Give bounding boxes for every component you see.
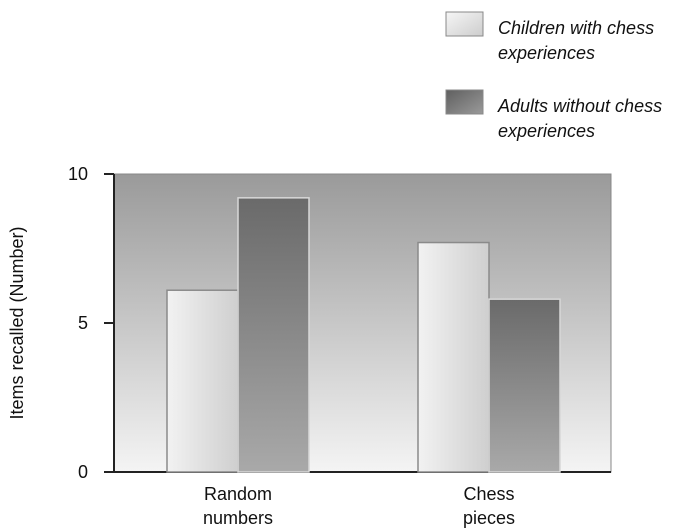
category-label: Random numbers bbox=[203, 484, 273, 528]
category-labels: Random numbers Chess pieces bbox=[203, 484, 515, 528]
y-tick-label: 5 bbox=[78, 313, 88, 333]
bars bbox=[166, 197, 561, 473]
bar-children-1 bbox=[417, 241, 490, 473]
legend: Children with chess experiences Adults wit… bbox=[445, 11, 662, 141]
y-tick-label: 10 bbox=[68, 164, 88, 184]
category-label: Chess pieces bbox=[463, 484, 515, 528]
y-ticks: 0 5 10 bbox=[68, 164, 114, 482]
bar-adults-0 bbox=[237, 197, 310, 473]
bar-children-0 bbox=[166, 289, 239, 473]
legend-swatch bbox=[445, 11, 484, 37]
legend-label: Adults without chess experiences bbox=[497, 96, 662, 141]
legend-swatch bbox=[445, 89, 484, 115]
y-axis-label: Items recalled (Number) bbox=[7, 226, 27, 419]
y-tick-label: 0 bbox=[78, 462, 88, 482]
legend-label: Children with chess experiences bbox=[498, 18, 654, 63]
bar-adults-1 bbox=[488, 298, 561, 473]
